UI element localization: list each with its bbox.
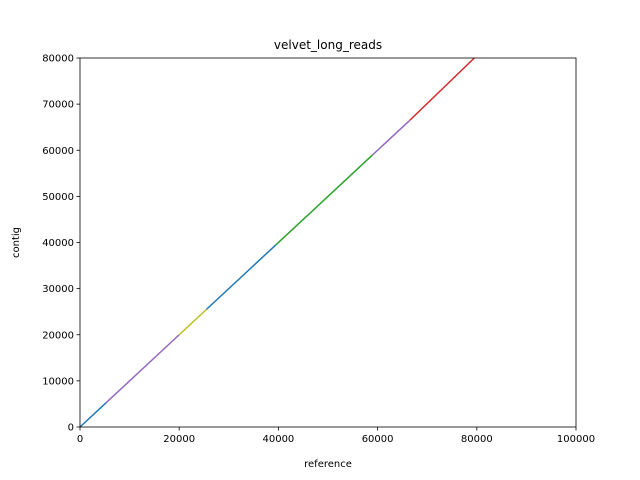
x-axis-label: reference xyxy=(304,459,352,470)
series-segment-8 xyxy=(409,57,475,121)
chart-title: velvet_long_reads xyxy=(274,38,382,52)
series-segment-3 xyxy=(178,308,207,336)
series-layer xyxy=(79,57,475,428)
y-tick-label: 50000 xyxy=(42,192,74,203)
x-tick-label: 60000 xyxy=(362,434,394,445)
x-tick-label: 40000 xyxy=(262,434,294,445)
series-segment-4 xyxy=(205,244,277,310)
y-tick-label: 30000 xyxy=(42,284,74,295)
y-axis-ticks: 0 10000 20000 30000 40000 50000 60000 70000 8000… xyxy=(42,54,80,434)
series-segment-6 xyxy=(310,154,374,214)
series-segment-5 xyxy=(275,211,312,246)
y-tick-label: 0 xyxy=(68,423,74,434)
y-tick-label: 20000 xyxy=(42,330,74,341)
x-tick-label: 100000 xyxy=(557,434,595,445)
x-tick-label: 20000 xyxy=(163,434,195,445)
x-tick-label: 80000 xyxy=(461,434,493,445)
x-axis-ticks: 0 20000 40000 60000 80000 100000 xyxy=(77,427,595,445)
series-segment-2 xyxy=(105,334,180,404)
series-segment-7 xyxy=(372,119,411,156)
y-tick-label: 10000 xyxy=(42,376,74,387)
y-tick-label: 60000 xyxy=(42,146,74,157)
x-tick-label: 0 xyxy=(77,434,83,445)
plot-area xyxy=(79,57,577,428)
y-tick-label: 70000 xyxy=(42,100,74,111)
y-axis-label: contig xyxy=(11,227,22,258)
y-tick-label: 40000 xyxy=(42,238,74,249)
y-tick-label: 80000 xyxy=(42,54,74,65)
series-segment-1 xyxy=(79,402,107,428)
plot-background xyxy=(80,58,576,427)
